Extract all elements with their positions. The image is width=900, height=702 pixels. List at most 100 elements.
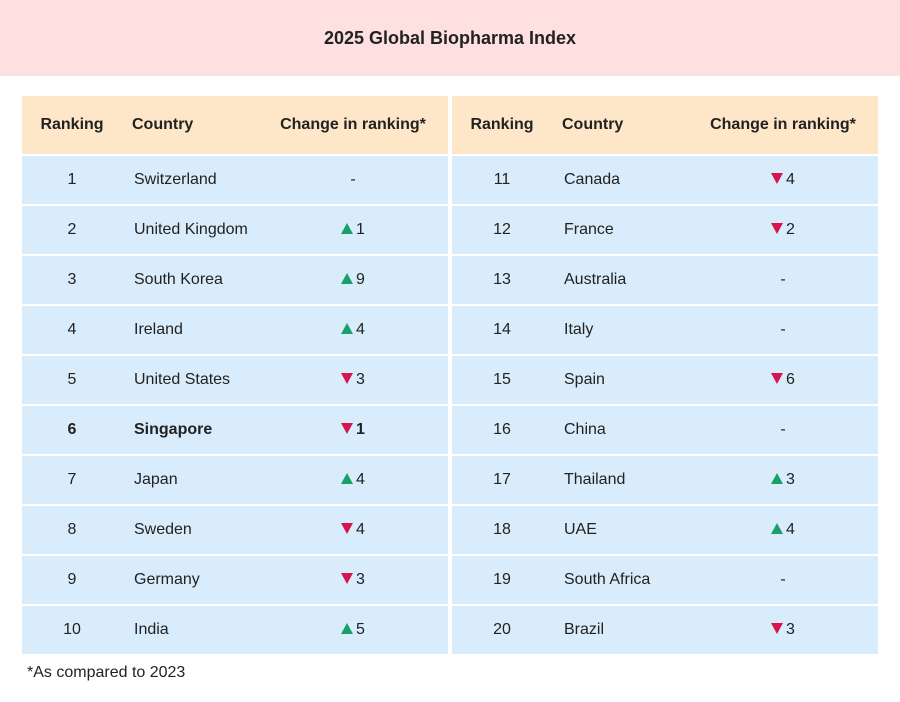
country-cell: Spain xyxy=(552,356,688,404)
change-cell: - xyxy=(688,406,878,454)
ranking-table-right: Ranking Country Change in ranking* 11 Can… xyxy=(452,94,878,656)
country-cell: South Korea xyxy=(122,256,258,304)
change-cell: 5 xyxy=(258,606,448,654)
change-value: 4 xyxy=(356,320,365,338)
table-row: 13 Australia - xyxy=(452,256,878,304)
triangle-up-icon xyxy=(771,523,784,535)
change-cell: 6 xyxy=(688,356,878,404)
change-value: - xyxy=(350,170,356,188)
change-value: 4 xyxy=(786,170,795,188)
header-change: Change in ranking* xyxy=(688,96,878,154)
ranking-cell: 12 xyxy=(452,206,552,254)
change-value: 2 xyxy=(786,220,795,238)
ranking-cell: 10 xyxy=(22,606,122,654)
change-value: 1 xyxy=(356,420,365,438)
change-value: 3 xyxy=(786,620,795,638)
change-value: 3 xyxy=(356,570,365,588)
country-cell: Canada xyxy=(552,156,688,204)
ranking-cell: 9 xyxy=(22,556,122,604)
country-cell: Switzerland xyxy=(122,156,258,204)
triangle-up-icon xyxy=(771,473,784,485)
footnote: *As compared to 2023 xyxy=(27,664,186,681)
table-row: 9 Germany 3 xyxy=(22,556,448,604)
ranking-cell: 3 xyxy=(22,256,122,304)
change-cell: - xyxy=(258,156,448,204)
ranking-cell: 18 xyxy=(452,506,552,554)
country-cell: Italy xyxy=(552,306,688,354)
change-value: 4 xyxy=(356,520,365,538)
change-value: 4 xyxy=(786,520,795,538)
ranking-cell: 20 xyxy=(452,606,552,654)
change-value: 3 xyxy=(356,370,365,388)
table-row: 8 Sweden 4 xyxy=(22,506,448,554)
header-row: Ranking Country Change in ranking* xyxy=(452,96,878,154)
table-row: 19 South Africa - xyxy=(452,556,878,604)
country-cell: Brazil xyxy=(552,606,688,654)
table-row: 4 Ireland 4 xyxy=(22,306,448,354)
change-cell: 4 xyxy=(258,506,448,554)
ranking-table-body: 11 Canada 4 12 France 2 13 Australia - 14 Italy - 15… xyxy=(452,156,878,654)
header-ranking: Ranking xyxy=(22,96,122,154)
triangle-down-icon xyxy=(341,373,354,385)
change-cell: - xyxy=(688,306,878,354)
country-cell: Thailand xyxy=(552,456,688,504)
table-row: 6 Singapore 1 xyxy=(22,406,448,454)
header-row: Ranking Country Change in ranking* xyxy=(22,96,448,154)
change-value: - xyxy=(780,320,786,338)
table-row: 10 India 5 xyxy=(22,606,448,654)
triangle-down-icon xyxy=(771,623,784,635)
change-value: 3 xyxy=(786,470,795,488)
country-cell: UAE xyxy=(552,506,688,554)
table-row: 7 Japan 4 xyxy=(22,456,448,504)
table-row: 11 Canada 4 xyxy=(452,156,878,204)
header-ranking: Ranking xyxy=(452,96,552,154)
change-cell: 3 xyxy=(258,556,448,604)
ranking-cell: 6 xyxy=(22,406,122,454)
change-cell: 4 xyxy=(688,156,878,204)
country-cell: India xyxy=(122,606,258,654)
ranking-cell: 17 xyxy=(452,456,552,504)
ranking-cell: 8 xyxy=(22,506,122,554)
ranking-cell: 11 xyxy=(452,156,552,204)
table-row: 12 France 2 xyxy=(452,206,878,254)
country-cell: Japan xyxy=(122,456,258,504)
title-band: 2025 Global Biopharma Index xyxy=(0,0,900,76)
ranking-cell: 13 xyxy=(452,256,552,304)
triangle-up-icon xyxy=(341,273,354,285)
table-row: 2 United Kingdom 1 xyxy=(22,206,448,254)
table-row: 20 Brazil 3 xyxy=(452,606,878,654)
change-cell: 3 xyxy=(258,356,448,404)
change-cell: 1 xyxy=(258,406,448,454)
change-cell: - xyxy=(688,256,878,304)
country-cell: United States xyxy=(122,356,258,404)
change-cell: 3 xyxy=(688,456,878,504)
triangle-up-icon xyxy=(341,623,354,635)
table-row: 18 UAE 4 xyxy=(452,506,878,554)
table-row: 5 United States 3 xyxy=(22,356,448,404)
ranking-tables: Ranking Country Change in ranking* 1 Swit… xyxy=(22,96,878,656)
triangle-down-icon xyxy=(771,173,784,185)
ranking-cell: 19 xyxy=(452,556,552,604)
table-row: 17 Thailand 3 xyxy=(452,456,878,504)
change-cell: 9 xyxy=(258,256,448,304)
ranking-cell: 15 xyxy=(452,356,552,404)
change-value: 6 xyxy=(786,370,795,388)
country-cell: France xyxy=(552,206,688,254)
triangle-down-icon xyxy=(341,573,354,585)
triangle-down-icon xyxy=(341,523,354,535)
change-value: - xyxy=(780,570,786,588)
ranking-cell: 16 xyxy=(452,406,552,454)
triangle-up-icon xyxy=(341,223,354,235)
header-country: Country xyxy=(552,96,688,154)
table-row: 3 South Korea 9 xyxy=(22,256,448,304)
ranking-table-body: 1 Switzerland -2 United Kingdom 1 3 South Kore… xyxy=(22,156,448,654)
table-row: 14 Italy - xyxy=(452,306,878,354)
change-cell: 1 xyxy=(258,206,448,254)
ranking-cell: 1 xyxy=(22,156,122,204)
change-value: 1 xyxy=(356,220,365,238)
triangle-down-icon xyxy=(341,423,354,435)
country-cell: Sweden xyxy=(122,506,258,554)
triangle-up-icon xyxy=(341,323,354,335)
triangle-down-icon xyxy=(771,223,784,235)
table-row: 1 Switzerland - xyxy=(22,156,448,204)
